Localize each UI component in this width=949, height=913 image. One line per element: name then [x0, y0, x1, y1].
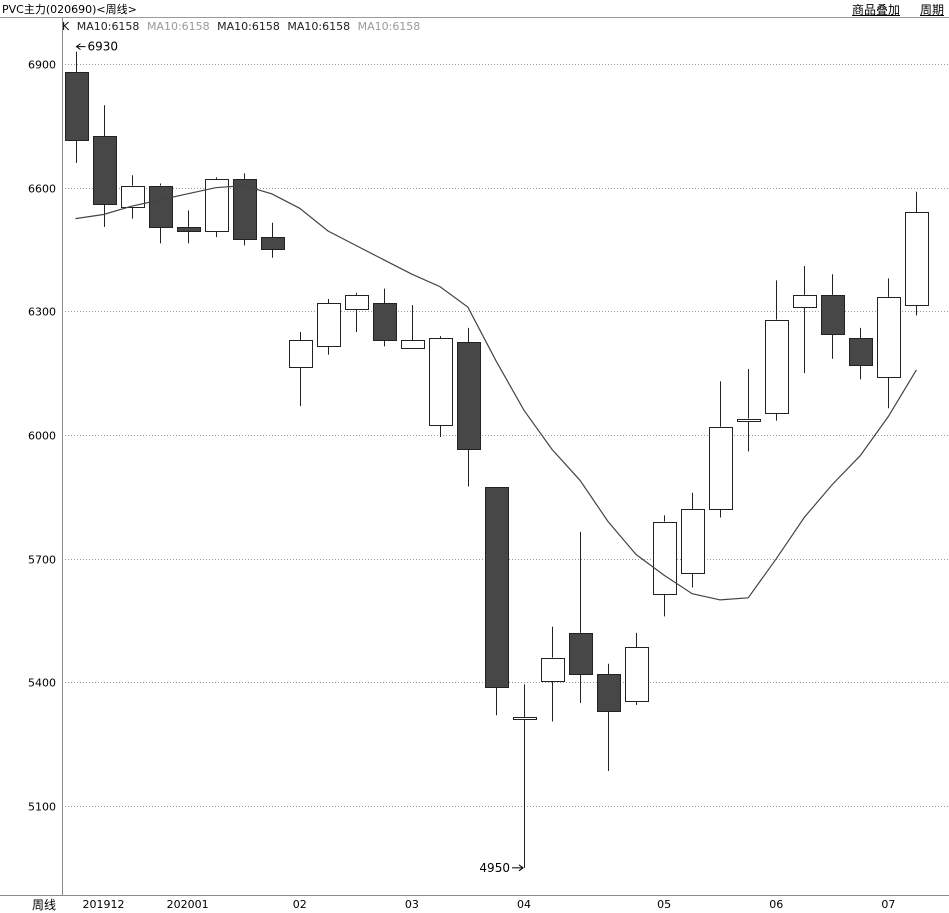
extreme-marker: 4950 — [479, 861, 524, 875]
legend-ma-item: MA10:6158 — [146, 20, 210, 33]
x-tick-label: 07 — [881, 898, 895, 909]
candle-bear — [597, 674, 621, 712]
candle-bull — [681, 509, 705, 574]
y-tick-label: 5700 — [28, 554, 56, 567]
x-tick-label: 202001 — [167, 898, 209, 909]
candle-bull — [709, 427, 733, 510]
candle-bear — [373, 303, 397, 341]
candle-bear — [93, 136, 117, 205]
candle-bull — [653, 522, 677, 595]
candle-bear — [821, 295, 845, 335]
candle-bull — [513, 717, 537, 720]
candle-bear — [485, 487, 509, 688]
candle-bear — [233, 179, 257, 240]
extreme-marker: 6930 — [75, 40, 119, 54]
candle-bull — [905, 212, 929, 306]
x-tick-label: 201912 — [83, 898, 125, 909]
x-tick-label: 02 — [293, 898, 307, 909]
candle-bull — [793, 295, 817, 308]
y-tick-label: 6900 — [28, 59, 56, 72]
extreme-label: 4950 — [479, 861, 510, 875]
top-bar: PVC主力(020690)<周线> 商品叠加 周期 — [0, 0, 949, 18]
x-tick-label: 05 — [657, 898, 671, 909]
candle-bear — [569, 633, 593, 675]
legend-ma-item: MA10:6158 — [287, 20, 351, 33]
legend-ma-item: MA10:6158 — [357, 20, 421, 33]
candle-bull — [429, 338, 453, 426]
candle-bear — [149, 186, 173, 228]
period-axis-label: 周线 — [32, 898, 57, 912]
chart-title: PVC主力(020690)<周线> — [2, 3, 137, 16]
candle-bull — [737, 419, 761, 422]
candle-bear — [457, 342, 481, 450]
indicator-legend: K MA10:6158 MA10:6158 MA10:6158 MA10:615… — [62, 20, 424, 33]
candle-bear — [177, 227, 201, 232]
candle-bull — [345, 295, 369, 310]
candle-bull — [541, 658, 565, 682]
y-tick-label: 6300 — [28, 306, 56, 319]
candle-bull — [289, 340, 313, 368]
candle-bull — [317, 303, 341, 347]
legend-ma-item: MA10:6158 — [217, 20, 280, 33]
candle-bull — [765, 320, 789, 414]
y-tick-label: 6600 — [28, 183, 56, 196]
x-tick-label: 06 — [769, 898, 783, 909]
x-tick-label: 04 — [517, 898, 531, 909]
extreme-label: 6930 — [88, 40, 119, 54]
candle-bear — [849, 338, 873, 366]
y-tick-label: 5400 — [28, 677, 56, 690]
x-tick-label: 03 — [405, 898, 419, 909]
candle-bull — [121, 186, 145, 208]
ma10-line — [75, 184, 917, 601]
candle-bull — [877, 297, 901, 378]
candle-bull — [625, 647, 649, 702]
commodity-overlay-button[interactable]: 商品叠加 — [852, 3, 901, 17]
period-button[interactable]: 周期 — [920, 3, 945, 17]
y-tick-label: 6000 — [28, 430, 56, 443]
series-label: K — [62, 20, 70, 33]
y-tick-label: 5100 — [28, 801, 56, 814]
candle-bull — [401, 340, 425, 349]
candle-bull — [205, 179, 229, 232]
legend-ma-item: MA10:6158 — [76, 20, 140, 33]
candle-bear — [261, 237, 285, 250]
candle-bear — [65, 72, 89, 141]
